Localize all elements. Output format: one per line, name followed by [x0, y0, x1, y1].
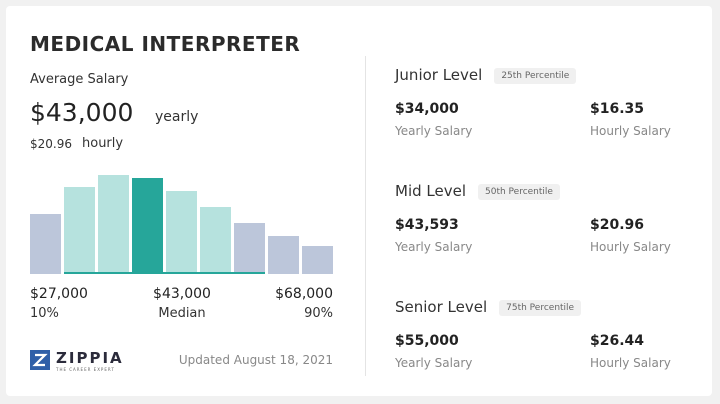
yearly-unit: yearly — [155, 109, 199, 125]
yearly-label: Yearly Salary — [395, 240, 473, 254]
histogram-bar — [268, 236, 299, 274]
yearly-label: Yearly Salary — [395, 124, 473, 138]
updated-date: Updated August 18, 2021 — [178, 353, 333, 367]
brand-tagline: THE CAREER EXPERT — [56, 367, 115, 372]
low-percentile: 10% — [30, 306, 59, 321]
histogram-bar — [200, 207, 231, 274]
histogram-bar — [30, 214, 61, 274]
hourly-unit: hourly — [82, 136, 124, 151]
divider — [365, 56, 366, 376]
hourly-label: Hourly Salary — [590, 356, 671, 370]
histogram-bar — [132, 178, 163, 274]
yearly-label: Yearly Salary — [395, 356, 473, 370]
salary-card: MEDICAL INTERPRETER Average Salary $43,0… — [6, 6, 712, 396]
level-name: Junior Level — [395, 66, 483, 84]
histogram-bar — [234, 223, 265, 274]
histogram-bar — [64, 187, 95, 274]
job-title: MEDICAL INTERPRETER — [30, 32, 301, 56]
level-percentile: 75th Percentile — [499, 300, 582, 316]
average-label: Average Salary — [30, 72, 129, 87]
hourly-amount: $20.96 — [30, 137, 72, 151]
histogram-bar — [302, 246, 333, 274]
yearly-amount: $43,000 — [30, 98, 134, 127]
hourly-salary: $20.96 — [590, 217, 645, 233]
high-percentile: 90% — [304, 306, 333, 321]
hourly-label: Hourly Salary — [590, 124, 671, 138]
level-percentile: 25th Percentile — [494, 68, 577, 84]
hourly-salary: $26.44 — [590, 333, 645, 349]
logo-icon — [30, 350, 50, 370]
histogram-bar — [98, 175, 129, 274]
level-percentile: 50th Percentile — [478, 184, 560, 200]
range-underline — [64, 272, 265, 274]
yearly-salary: $34,000 — [395, 101, 459, 117]
median-percentile: Median — [158, 306, 206, 321]
level-name: Senior Level — [395, 298, 488, 316]
histogram-bar — [166, 191, 197, 274]
hourly-salary: $16.35 — [590, 101, 645, 117]
high-amount: $68,000 — [275, 286, 333, 302]
brand-name: ZIPPIA — [56, 349, 124, 367]
level-name: Mid Level — [395, 182, 466, 200]
low-amount: $27,000 — [30, 286, 88, 302]
salary-histogram — [30, 175, 333, 274]
hourly-label: Hourly Salary — [590, 240, 671, 254]
yearly-salary: $55,000 — [395, 333, 459, 349]
median-amount: $43,000 — [153, 286, 211, 302]
yearly-salary: $43,593 — [395, 217, 459, 233]
